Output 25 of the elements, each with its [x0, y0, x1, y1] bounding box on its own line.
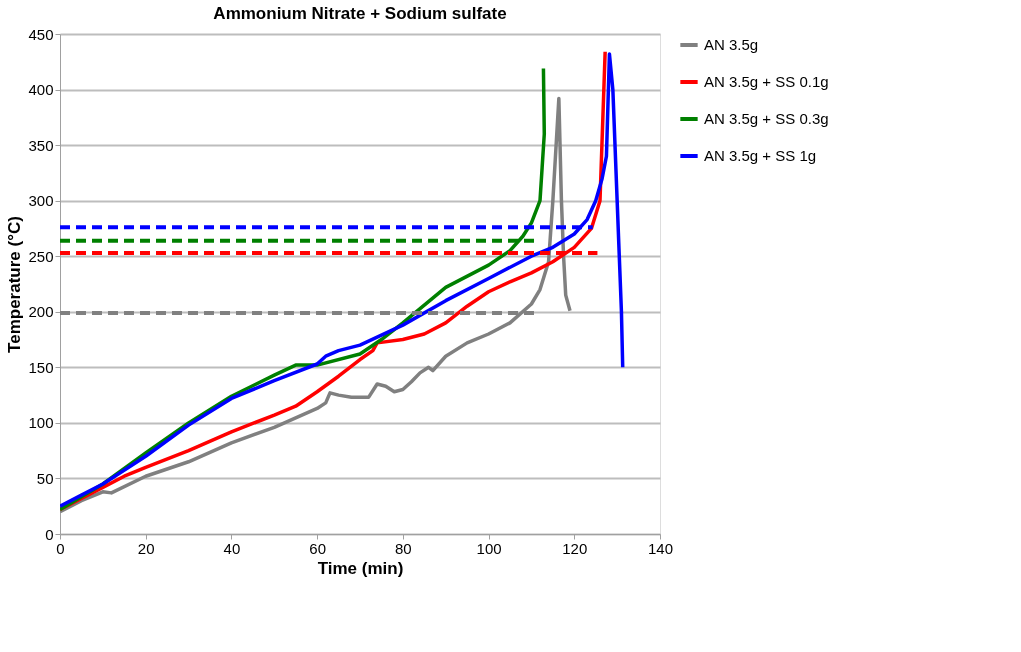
legend-label: AN 3.5g + SS 0.3g: [704, 110, 829, 127]
y-tick-label: 150: [28, 358, 54, 376]
x-tick-label: 40: [223, 539, 241, 557]
y-tick-label: 450: [28, 25, 54, 43]
x-tick-label: 140: [647, 539, 674, 557]
x-tick-label: 20: [137, 539, 155, 557]
x-axis-title: Time (min): [317, 558, 404, 578]
y-tick-label: 350: [28, 136, 54, 154]
y-tick-label: 0: [45, 525, 54, 543]
x-tick-label: 60: [309, 539, 326, 557]
legend-label: AN 3.5g: [704, 36, 759, 53]
y-axis-title: Temperature (°C): [5, 216, 25, 353]
legend-label: AN 3.5g + SS 0.1g: [704, 73, 829, 90]
chart-title: Ammonium Nitrate + Sodium sulfate: [213, 4, 507, 23]
x-tick-label: 80: [395, 539, 412, 557]
x-tick-label: 0: [56, 539, 65, 557]
y-tick-label: 250: [28, 247, 54, 265]
y-tick-label: 100: [28, 414, 54, 432]
x-tick-label: 120: [562, 539, 588, 557]
y-tick-label: 200: [28, 303, 54, 321]
y-tick-label: 400: [28, 81, 54, 99]
legend-label: AN 3.5g + SS 1g: [704, 147, 817, 164]
y-tick-label: 50: [36, 469, 54, 487]
x-tick-label: 100: [476, 539, 502, 557]
y-tick-label: 300: [28, 192, 54, 210]
